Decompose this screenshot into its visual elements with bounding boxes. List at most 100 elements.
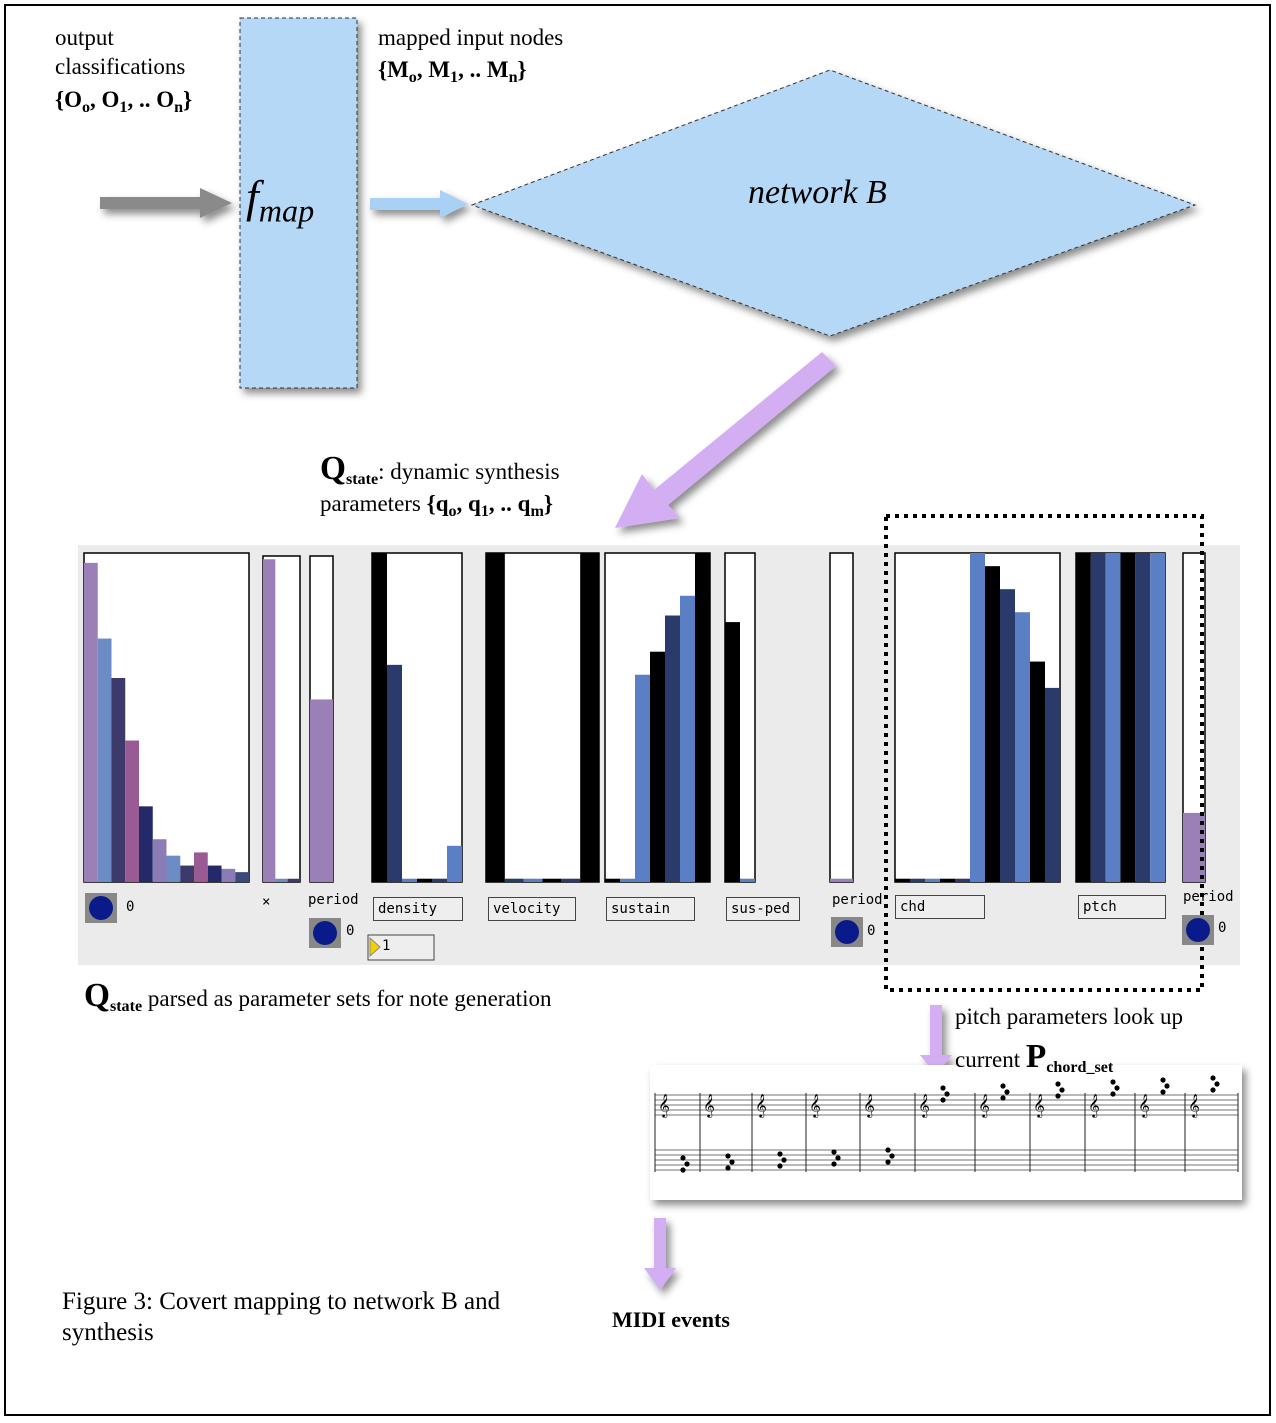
note xyxy=(1160,1089,1165,1094)
pitch-label: current Pchord_set xyxy=(955,1036,1113,1078)
number-value: 1 xyxy=(382,938,390,954)
diagram: 𝄞𝄞𝄞𝄞𝄞𝄞𝄞𝄞𝄞𝄞𝄞 xyxy=(0,0,1276,1423)
slider-bar xyxy=(310,699,333,882)
panel-label: sustain xyxy=(606,897,695,921)
text-segment: } xyxy=(183,87,192,112)
text-segment: o xyxy=(449,503,457,520)
note xyxy=(889,1153,894,1158)
note xyxy=(1214,1081,1219,1086)
text-segment: parsed as parameter sets for note genera… xyxy=(142,986,551,1011)
note xyxy=(684,1161,689,1166)
text-segment: n xyxy=(174,99,183,116)
arrow xyxy=(370,190,468,218)
panel-label: chd xyxy=(895,895,985,919)
clef: 𝄞 xyxy=(1188,1095,1200,1118)
text-segment: state xyxy=(346,471,378,488)
mapped-set: {Mo, M1, .. Mn} xyxy=(378,56,527,88)
clef: 𝄞 xyxy=(703,1095,715,1118)
pitch-label: pitch parameters look up xyxy=(955,1003,1183,1032)
note xyxy=(777,1163,782,1168)
clef: 𝄞 xyxy=(978,1095,990,1118)
note xyxy=(944,1091,949,1096)
slider-bar xyxy=(387,665,402,882)
output-set: {Oo, O1, .. On} xyxy=(55,86,192,118)
slider-bar xyxy=(580,553,599,882)
text-segment: Q xyxy=(84,977,110,1014)
parsed-label: Qstate parsed as parameter sets for note… xyxy=(84,975,551,1017)
text-segment: f xyxy=(246,171,259,222)
text-segment: } xyxy=(544,491,553,516)
slider-bar xyxy=(180,866,194,882)
text-segment: o xyxy=(409,69,417,86)
note xyxy=(1160,1077,1165,1082)
text-segment: , .. M xyxy=(458,57,508,82)
panel-label: velocity xyxy=(488,897,576,921)
panel-label: sus-ped xyxy=(726,897,800,921)
slider-bar xyxy=(1135,553,1150,882)
note xyxy=(940,1097,945,1102)
slider-bar xyxy=(1150,553,1165,882)
text-segment: current xyxy=(955,1047,1026,1072)
text-segment: , O xyxy=(90,87,119,112)
note xyxy=(725,1153,730,1158)
score: 𝄞𝄞𝄞𝄞𝄞𝄞𝄞𝄞𝄞𝄞𝄞 xyxy=(650,1065,1242,1200)
text-segment: , .. O xyxy=(127,87,174,112)
page: 𝄞𝄞𝄞𝄞𝄞𝄞𝄞𝄞𝄞𝄞𝄞 output classifications {Oo, … xyxy=(0,0,1276,1423)
score-image xyxy=(650,1065,1242,1200)
note xyxy=(835,1155,840,1160)
slider-bar xyxy=(1000,589,1015,882)
slider-bar xyxy=(1106,553,1121,882)
slider-bar xyxy=(222,869,236,882)
note xyxy=(1110,1079,1115,1084)
note xyxy=(831,1149,836,1154)
text-segment: P xyxy=(1026,1038,1046,1075)
caption: Figure 3: Covert mapping to network B an… xyxy=(62,1286,552,1349)
panel-label: 0 xyxy=(346,923,354,939)
slider-bar xyxy=(985,566,1000,882)
clef: 𝄞 xyxy=(755,1095,767,1118)
arrow xyxy=(100,188,232,218)
text-segment: 1 xyxy=(450,69,458,86)
arrow xyxy=(920,1005,952,1075)
clef: 𝄞 xyxy=(809,1095,821,1118)
text-segment: : dynamic synthesis xyxy=(378,459,559,484)
text-segment: m xyxy=(530,503,543,520)
slider-bar xyxy=(665,616,680,882)
slider-bar xyxy=(112,678,126,882)
note xyxy=(1110,1091,1115,1096)
slider-bar xyxy=(98,639,112,882)
qstate-line: Qstate: dynamic synthesis xyxy=(320,448,560,490)
note xyxy=(1114,1085,1119,1090)
panel-label: ptch xyxy=(1078,895,1166,919)
slider-bar xyxy=(208,866,222,882)
slider-bar xyxy=(447,846,462,882)
text-segment: {O xyxy=(55,87,82,112)
note xyxy=(680,1167,685,1172)
slider-bar xyxy=(402,879,417,882)
note xyxy=(1210,1075,1215,1080)
slider-bar xyxy=(1076,553,1091,882)
note xyxy=(885,1159,890,1164)
panel-label: 0 xyxy=(126,899,134,915)
slider-bar xyxy=(680,596,695,882)
slider-bar xyxy=(1030,662,1045,882)
text-segment: map xyxy=(259,193,314,229)
slider-bar xyxy=(725,622,740,882)
mapped-label: mapped input nodes xyxy=(378,24,563,53)
panel-label: density xyxy=(373,897,463,921)
clef: 𝄞 xyxy=(918,1095,930,1118)
text-segment: Q xyxy=(320,450,346,487)
slider-bar xyxy=(125,741,139,882)
slider-bar xyxy=(1091,553,1106,882)
slider-bar xyxy=(1045,688,1060,882)
slider-bar xyxy=(432,879,447,882)
slider-bar xyxy=(895,879,910,882)
text-segment: state xyxy=(110,998,142,1015)
slider-frame xyxy=(830,553,853,882)
output-label: output classifications xyxy=(55,24,235,82)
note xyxy=(1004,1089,1009,1094)
slider-bar xyxy=(235,872,249,882)
slider-bar xyxy=(635,675,650,882)
slider-bar xyxy=(524,879,543,882)
slider-bar xyxy=(543,879,562,882)
